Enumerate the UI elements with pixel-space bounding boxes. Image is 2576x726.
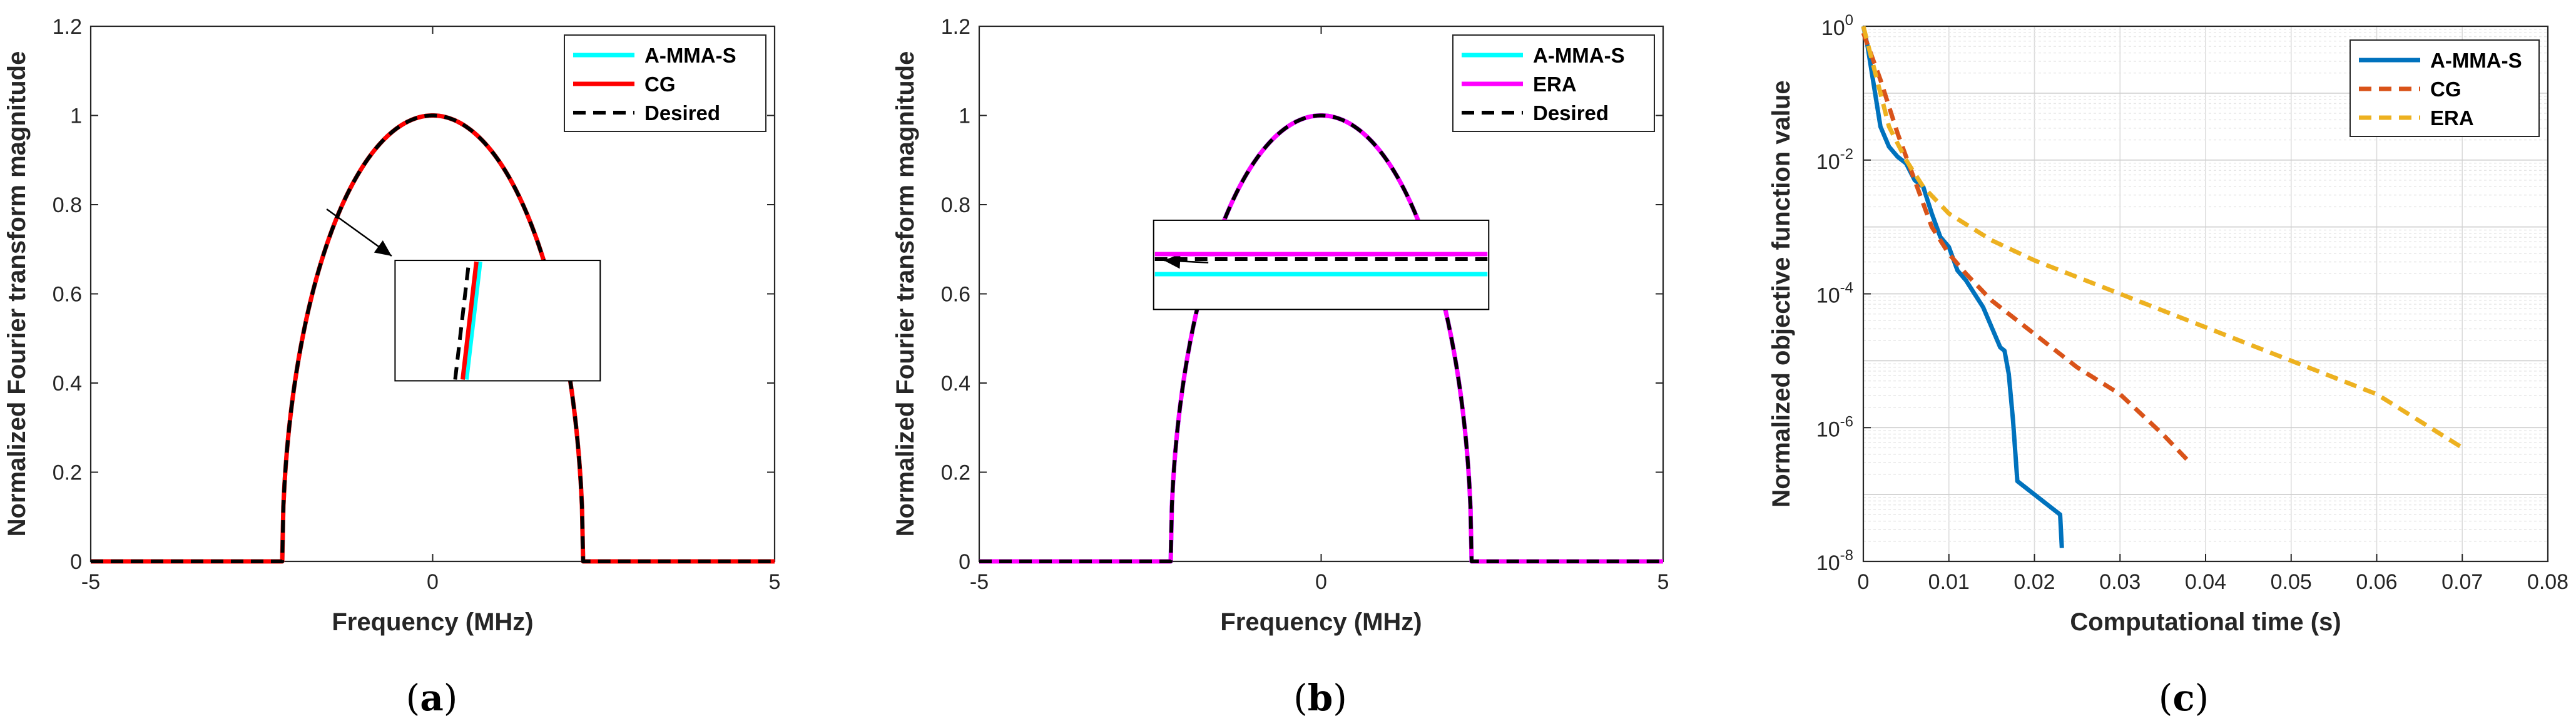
x-axis-label: Frequency (MHz) <box>332 608 533 636</box>
series-line-a-mma-s <box>979 113 1663 564</box>
panel-label: (a) <box>406 677 458 719</box>
x-tick-label: 0.06 <box>2356 570 2397 594</box>
y-tick-base: 10 <box>1821 16 1845 40</box>
y-tick-label: 0.8 <box>53 193 82 217</box>
x-tick-label: 0.05 <box>2271 570 2312 594</box>
inset-box <box>1153 219 1490 310</box>
series-line-desired <box>91 113 775 563</box>
legend-label: CG <box>644 73 676 96</box>
y-tick-exponent: -2 <box>1840 146 1853 163</box>
legend-label: Desired <box>644 101 720 125</box>
y-tick-label: 0.2 <box>53 461 82 485</box>
x-tick-label: 0.08 <box>2527 570 2568 594</box>
y-tick-label: 0.4 <box>53 372 82 396</box>
panel-label-part: ( <box>2159 677 2173 719</box>
x-tick-label: -5 <box>81 570 100 594</box>
x-tick-label: 5 <box>1657 570 1669 594</box>
series-line-era <box>1861 26 2464 450</box>
y-tick-label: 10-2 <box>1816 146 1853 174</box>
series-line-desired <box>979 113 1663 563</box>
x-tick-label: 0.07 <box>2441 570 2483 594</box>
y-tick-label: 0.4 <box>941 372 970 396</box>
inset-line-cg <box>460 261 479 380</box>
y-tick-label: 1 <box>959 105 970 128</box>
y-tick-base: 10 <box>1816 150 1840 174</box>
legend-label: A-MMA-S <box>1533 44 1625 67</box>
y-tick-label: 0.2 <box>941 461 970 485</box>
legend-label: CG <box>2430 78 2461 101</box>
y-tick-label: 0.8 <box>941 193 970 217</box>
y-tick-label: 10-8 <box>1816 547 1853 575</box>
chart-c: 0 0.01 0.02 0.03 0.04 0.05 0.06 0.07 0.0810-810-… <box>1768 12 2568 719</box>
x-axis-label: Frequency (MHz) <box>1220 608 1422 636</box>
y-tick-label: 0 <box>959 550 970 574</box>
panel-label-part: ) <box>1333 677 1347 719</box>
y-tick-label: 0.6 <box>53 283 82 307</box>
legend-label: ERA <box>2430 106 2474 130</box>
panel-label-part: c <box>2172 677 2194 719</box>
y-tick-exponent: -6 <box>1840 413 1853 430</box>
x-tick-label: 0 <box>427 570 439 594</box>
legend-label: A-MMA-S <box>2430 49 2522 72</box>
y-tick-exponent: -8 <box>1840 547 1853 564</box>
x-tick-label: 0 <box>1858 570 1870 594</box>
y-tick-label: 0.6 <box>941 283 970 307</box>
inset-box <box>394 260 601 382</box>
panel-label-part: ( <box>406 677 420 719</box>
y-tick-label: 1.2 <box>53 15 82 39</box>
x-tick-label: 0 <box>1315 570 1327 594</box>
legend-label: ERA <box>1533 73 1577 96</box>
panel-label: (b) <box>1293 677 1347 719</box>
y-tick-exponent: -4 <box>1840 280 1853 297</box>
arrow-head <box>374 240 392 256</box>
y-tick-base: 10 <box>1816 551 1840 575</box>
x-tick-label: -5 <box>970 570 989 594</box>
y-tick-label: 1 <box>70 105 82 128</box>
y-axis-label: Normalized objective function value <box>1768 80 1795 507</box>
y-tick-base: 10 <box>1816 417 1840 441</box>
y-tick-label: 10-4 <box>1816 280 1853 308</box>
y-tick-exponent: 0 <box>1845 12 1853 29</box>
series-line-cg <box>1861 32 2191 463</box>
x-tick-label: 0.02 <box>2013 570 2055 594</box>
series-line-a-mma-s <box>1861 26 2064 548</box>
x-axis-label: Computational time (s) <box>2070 608 2341 636</box>
legend-label: Desired <box>1533 101 1609 125</box>
y-tick-label: 10-6 <box>1816 413 1853 441</box>
x-tick-label: 0.04 <box>2185 570 2226 594</box>
panel-label: (c) <box>2159 677 2209 719</box>
series-line-era <box>979 113 1663 564</box>
x-tick-label: 0.01 <box>1928 570 1970 594</box>
y-tick-label: 100 <box>1821 12 1853 40</box>
panel-label-part: ) <box>2195 677 2209 719</box>
panel-label-part: ) <box>444 677 458 719</box>
panel-label-part: ( <box>1293 677 1308 719</box>
legend-label: A-MMA-S <box>644 44 736 67</box>
legend-box <box>564 34 766 132</box>
y-axis-label: Normalized Fourier transform magnitude <box>3 51 31 537</box>
y-tick-label: 1.2 <box>941 15 970 39</box>
x-tick-label: 0.03 <box>2099 570 2141 594</box>
y-axis-label: Normalized Fourier transform magnitude <box>892 51 919 537</box>
panel-label-part: a <box>420 677 444 719</box>
x-tick-label: 5 <box>769 570 781 594</box>
panel-label-part: b <box>1308 677 1333 719</box>
inset-line-a-mma-s <box>464 261 482 380</box>
y-tick-base: 10 <box>1816 284 1840 308</box>
y-tick-label: 0 <box>70 550 82 574</box>
